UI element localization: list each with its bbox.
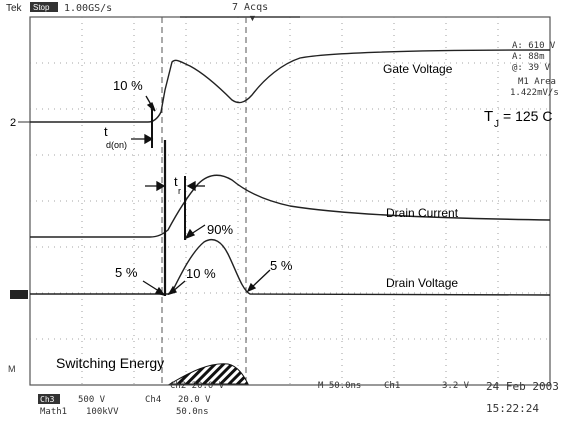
- td-on-label: t: [104, 124, 108, 139]
- cursor-readout-line2: A: 88m: [512, 52, 545, 62]
- cursor-readout-line1: A: 610 V: [512, 41, 556, 51]
- tr-label: t: [174, 174, 178, 189]
- trigger-level: 3.2 V: [442, 381, 470, 391]
- acquisition-count: 7 Acqs: [232, 2, 268, 13]
- switching-energy-label: Switching Energy: [56, 355, 164, 371]
- pct-10-top-label: 10 %: [113, 78, 143, 93]
- channel-3-marker: [10, 290, 28, 299]
- drain-current-label: Drain Current: [386, 206, 459, 220]
- channel-2-marker: 2: [10, 117, 16, 129]
- cursor-readout-line4: M1 Area: [518, 77, 556, 87]
- trigger-source: Ch1: [384, 381, 400, 391]
- cursor-readout-line5: 1.422mV/s: [510, 88, 559, 98]
- ch3-scale: 500 V: [78, 395, 106, 405]
- math-time: 50.0ns: [176, 407, 209, 417]
- junction-temp-subscript: J: [494, 119, 499, 130]
- gate-voltage-trace: [30, 49, 551, 123]
- pct-5-right-label: 5 %: [270, 258, 293, 273]
- capture-date: 24 Feb 2003: [486, 380, 559, 393]
- pct-10-bottom-label: 10 %: [186, 266, 216, 281]
- sample-rate: 1.00GS/s: [64, 3, 112, 14]
- math-label: Math1: [40, 407, 67, 417]
- ch4-scale: 20.0 V: [178, 395, 211, 405]
- run-state-badge: [30, 2, 58, 12]
- tr-subscript: r: [178, 186, 181, 196]
- math-marker: M: [8, 364, 16, 374]
- timebase: M 50.0ns: [318, 381, 361, 391]
- junction-temp-symbol: T: [484, 108, 493, 125]
- drain-current-trace: [30, 174, 551, 238]
- scope-brand: Tek: [6, 3, 23, 14]
- trigger-position-marker: ▼: [248, 13, 257, 23]
- ch2-scale: Ch2 20.0 V: [170, 381, 225, 391]
- gate-voltage-label: Gate Voltage: [383, 62, 453, 76]
- annotation-arrows: [131, 95, 271, 297]
- drain-voltage-label: Drain Voltage: [386, 276, 458, 290]
- pct-5-left-label: 5 %: [115, 265, 138, 280]
- pct-90-label: 90%: [207, 222, 233, 237]
- cursor-readout-line3: @: 39 V: [512, 63, 551, 73]
- run-state-label: Stop: [33, 3, 50, 12]
- switching-energy-area: [168, 363, 249, 385]
- ch3-tag: Ch3: [40, 395, 55, 404]
- ch3-tag-bg: [38, 394, 60, 404]
- junction-temp-value: = 125 C: [503, 108, 552, 124]
- graticule-grid: [30, 17, 550, 385]
- ch4-tag: Ch4: [145, 395, 161, 405]
- capture-time: 15:22:24: [486, 402, 539, 415]
- td-on-main: t: [104, 124, 108, 139]
- math-scale: 100kVV: [86, 407, 119, 417]
- td-on-subscript: d(on): [106, 140, 127, 150]
